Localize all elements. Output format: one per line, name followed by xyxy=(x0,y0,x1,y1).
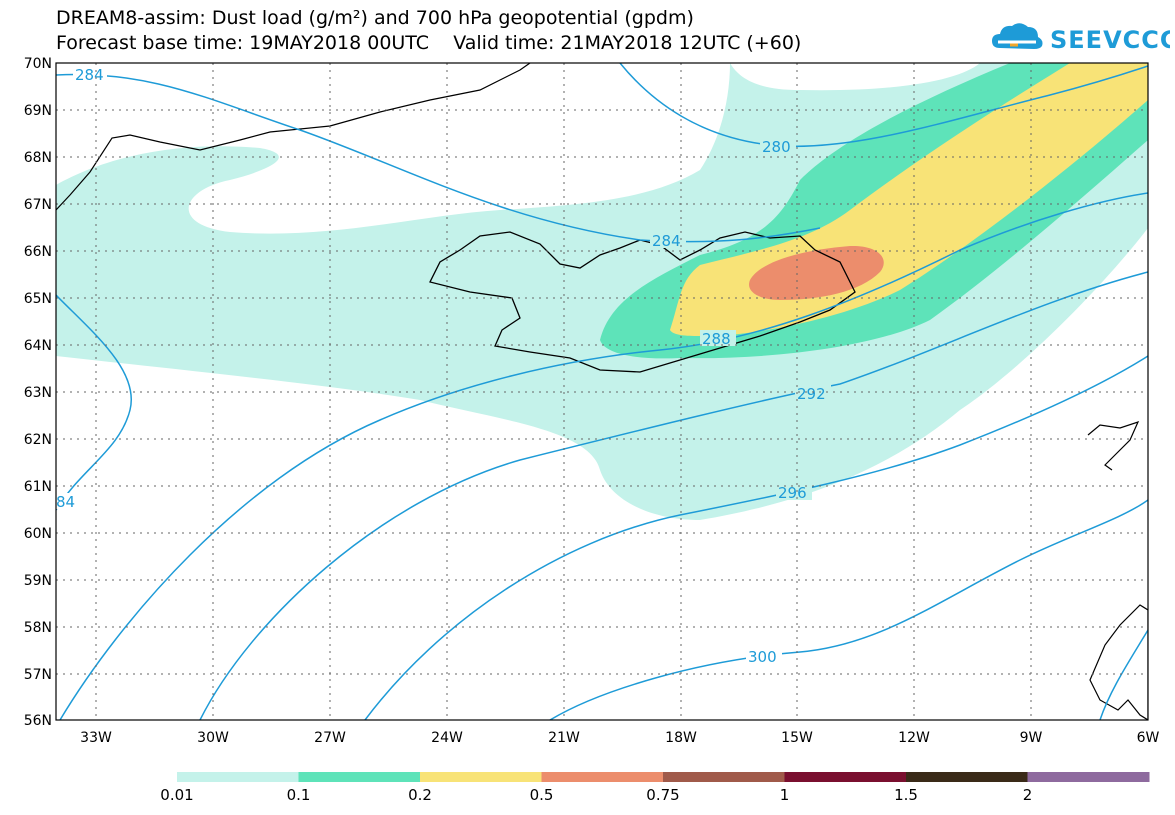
contour-304 xyxy=(1099,629,1148,720)
colorbar-swatch xyxy=(906,772,1028,782)
lat-label: 58N xyxy=(24,620,52,636)
colorbar-swatch xyxy=(1027,772,1150,782)
colorbar-swatch xyxy=(784,772,907,782)
lon-label: 21W xyxy=(548,730,580,746)
map-frame xyxy=(55,62,1149,721)
lon-label: 24W xyxy=(431,730,463,746)
colorbar-label: 0.5 xyxy=(530,786,554,804)
colorbar-label: 2 xyxy=(1023,786,1033,804)
seevccc-logo: SEEVCCC xyxy=(992,23,1170,54)
lon-label: 12W xyxy=(898,730,930,746)
colorbar-swatch xyxy=(663,772,785,782)
colorbar-label: 0.75 xyxy=(646,786,679,804)
colorbar-swatch xyxy=(420,772,542,782)
contour-label: 288 xyxy=(702,330,731,348)
lat-label: 67N xyxy=(24,197,52,213)
contour-label: 84 xyxy=(56,493,75,511)
colorbar-label: 0.2 xyxy=(408,786,432,804)
faroe-coastline xyxy=(1087,421,1140,471)
map-title-line2: Forecast base time: 19MAY2018 00UTC Vali… xyxy=(56,32,802,54)
lat-label: 56N xyxy=(24,713,52,729)
lat-label: 68N xyxy=(24,150,52,166)
contour-280 xyxy=(619,63,1148,148)
lat-label: 59N xyxy=(24,573,52,589)
lat-label: 70N xyxy=(24,56,52,72)
lat-label: 64N xyxy=(24,338,52,354)
colorbar-label: 0.1 xyxy=(287,786,311,804)
lat-label: 62N xyxy=(24,432,52,448)
contour-label: 284 xyxy=(652,232,681,250)
contour-284-nw xyxy=(56,73,821,243)
contour-label: 292 xyxy=(797,385,826,403)
lon-label: 18W xyxy=(665,730,697,746)
lon-label: 27W xyxy=(314,730,346,746)
lat-label: 60N xyxy=(24,526,52,542)
lat-labels: 70N 69N 68N 67N 66N 65N 64N 63N 62N 61N … xyxy=(24,56,52,729)
lon-label: 6W xyxy=(1137,730,1160,746)
greenland-coastline xyxy=(56,63,531,211)
lat-label: 57N xyxy=(24,667,52,683)
cloud-icon xyxy=(992,23,1043,49)
colorbar-swatch xyxy=(298,772,421,782)
dust-area-0.5 xyxy=(749,245,884,300)
contour-label: 280 xyxy=(762,138,791,156)
contour-label: 296 xyxy=(778,484,807,502)
contour-292 xyxy=(199,271,1148,720)
iceland-coastline xyxy=(429,231,856,373)
gridlines xyxy=(56,63,1148,720)
contour-label: 284 xyxy=(75,66,104,84)
map-title-line1: DREAM8-assim: Dust load (g/m²) and 700 h… xyxy=(56,7,694,29)
colorbar-swatch xyxy=(541,772,664,782)
colorbar-swatch xyxy=(177,772,299,782)
lon-label: 30W xyxy=(197,730,229,746)
contour-284-west xyxy=(56,294,133,511)
contour-label: 300 xyxy=(748,648,777,666)
lon-label: 33W xyxy=(80,730,112,746)
lat-label: 63N xyxy=(24,385,52,401)
lat-label: 61N xyxy=(24,479,52,495)
colorbar-label: 1 xyxy=(780,786,790,804)
contour-300 xyxy=(549,499,1148,720)
lon-label: 9W xyxy=(1020,730,1043,746)
lat-label: 66N xyxy=(24,244,52,260)
contour-labels: 284 280 284 288 292 296 300 84 xyxy=(56,66,831,666)
colorbar: 0.01 0.1 0.2 0.5 0.75 1 1.5 2 xyxy=(160,772,1150,804)
lon-label: 15W xyxy=(781,730,813,746)
lat-label: 69N xyxy=(24,103,52,119)
logo-text: SEEVCCC xyxy=(1050,26,1170,54)
lon-labels: 33W 30W 27W 24W 21W 18W 15W 12W 9W 6W xyxy=(80,730,1159,746)
colorbar-label: 0.01 xyxy=(160,786,193,804)
scotland-coastline xyxy=(1089,604,1148,720)
lat-label: 65N xyxy=(24,291,52,307)
colorbar-label: 1.5 xyxy=(894,786,918,804)
